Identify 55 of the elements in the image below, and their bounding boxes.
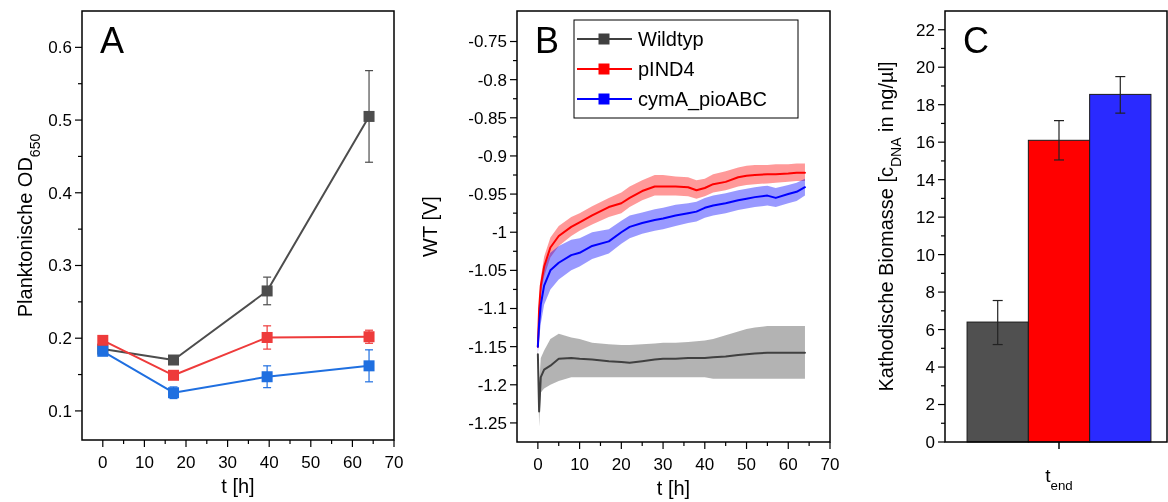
- x-tick-label: 40: [695, 455, 715, 474]
- y-tick-label: -1.25: [468, 413, 507, 433]
- x-tick-label: 70: [820, 455, 840, 474]
- x-tick-label: 20: [611, 455, 631, 474]
- y-tick-label: 12: [916, 208, 935, 228]
- y-tick-label: -1.15: [468, 337, 507, 357]
- x-tick-label: 0: [533, 455, 543, 474]
- x-tick-label: t$_{end}$: [1045, 465, 1073, 493]
- x-tick-label: 50: [737, 455, 756, 474]
- x-tick-label: 60: [778, 455, 798, 474]
- y-tick-label: -0.8: [477, 70, 507, 90]
- y-tick-label: 0.1: [48, 401, 72, 421]
- y-tick-label: 0: [925, 432, 935, 452]
- chart-title: C: [963, 20, 989, 61]
- y-tick-label: 2: [925, 395, 935, 415]
- x-tick-label: 0: [98, 453, 108, 472]
- y-tick-label: 0.4: [48, 183, 72, 203]
- y-tick-label: 0.5: [48, 111, 72, 131]
- y-tick-label: 20: [916, 58, 935, 78]
- y-tick-label: 16: [916, 133, 935, 153]
- y-tick-label: 4: [925, 357, 935, 377]
- chart-title: A: [100, 20, 125, 61]
- x-tick-label: 40: [259, 453, 279, 472]
- y-tick-label: 8: [925, 283, 935, 303]
- x-tick-label: 70: [384, 453, 404, 472]
- y-tick-label: 18: [916, 95, 935, 115]
- y-tick-label: -0.75: [468, 32, 507, 52]
- chart-title: B: [535, 20, 560, 61]
- y-tick-label: -1: [491, 223, 507, 243]
- y-tick-label: -1.2: [477, 375, 507, 395]
- y-tick-label: 0.2: [48, 329, 72, 349]
- y-tick-label: 14: [916, 170, 935, 190]
- x-tick-label: 20: [176, 453, 196, 472]
- y-axis-title: WT [V]: [419, 196, 441, 257]
- x-tick-label: 50: [301, 453, 321, 472]
- y-tick-label: -1.1: [477, 299, 507, 319]
- x-axis-title: t [h]: [656, 477, 691, 499]
- legend-label: pIND4: [638, 58, 695, 80]
- y-tick-label: 0.3: [48, 256, 72, 276]
- y-tick-label: 22: [916, 20, 935, 40]
- x-tick-label: 30: [653, 455, 673, 474]
- legend-label: cymA_pioABC: [638, 88, 767, 111]
- y-tick-label: -1.05: [468, 261, 507, 281]
- y-tick-label: -0.95: [468, 185, 507, 205]
- legend-label: Wildtyp: [638, 28, 704, 50]
- y-tick-label: 0.6: [48, 38, 72, 58]
- y-tick-label: 10: [916, 245, 935, 265]
- x-tick-label: 60: [342, 453, 362, 472]
- y-tick-label: 6: [925, 320, 935, 340]
- x-axis-title: t [h]: [221, 475, 255, 497]
- y-tick-label: -0.85: [468, 108, 507, 128]
- y-tick-label: -0.9: [477, 146, 507, 166]
- x-tick-label: 10: [570, 455, 590, 474]
- x-tick-label: 10: [134, 453, 154, 472]
- x-tick-label: 30: [218, 453, 238, 472]
